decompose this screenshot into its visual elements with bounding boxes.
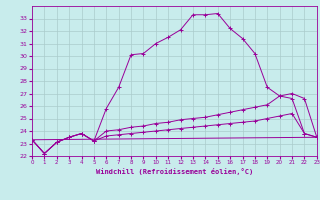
- X-axis label: Windchill (Refroidissement éolien,°C): Windchill (Refroidissement éolien,°C): [96, 168, 253, 175]
